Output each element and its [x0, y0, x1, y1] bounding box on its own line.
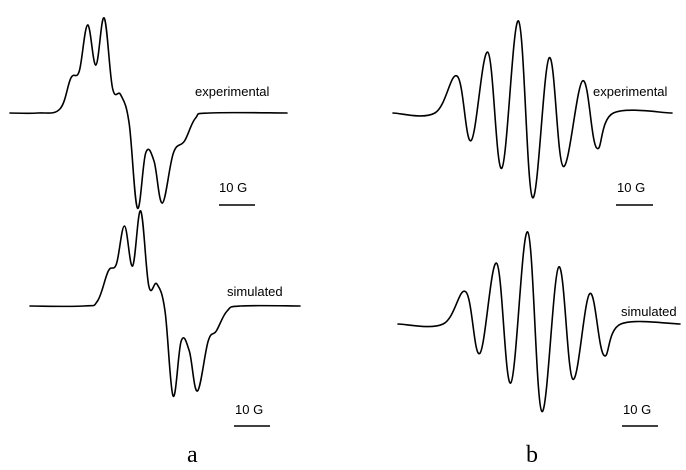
- panel-a-simulated-label: simulated: [227, 284, 283, 299]
- panel-a-experimental-trace: [9, 17, 288, 209]
- panel-b-experimental-trace: [392, 20, 673, 199]
- panel-b-simulated-label: simulated: [621, 304, 677, 319]
- panel-a-simulated-scale-label: 10 G: [235, 402, 263, 417]
- panel-b-simulated-trace: [397, 231, 681, 413]
- panel-b: experimental 10 G simulated 10 G b: [392, 20, 681, 468]
- panel-a-experimental-label: experimental: [195, 84, 270, 99]
- panel-b-experimental-label: experimental: [593, 84, 668, 99]
- panel-b-letter: b: [526, 442, 538, 468]
- panel-a: experimental 10 G simulated 10 G a: [9, 17, 301, 468]
- panel-b-simulated-scale-label: 10 G: [623, 402, 651, 417]
- panel-b-experimental-scale-label: 10 G: [617, 180, 645, 195]
- panel-a-experimental-scale-label: 10 G: [219, 180, 247, 195]
- panel-a-letter: a: [187, 442, 198, 468]
- panel-a-simulated-trace: [29, 210, 301, 397]
